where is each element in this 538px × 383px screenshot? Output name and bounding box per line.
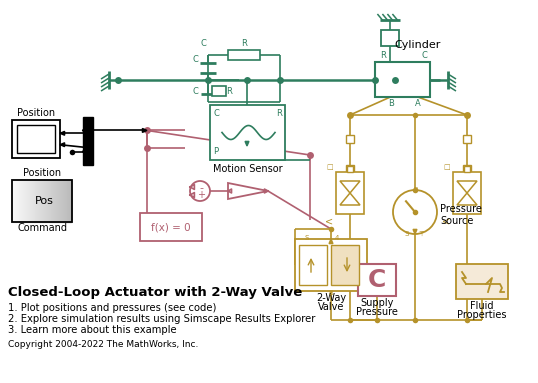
Text: 3. Learn more about this example: 3. Learn more about this example	[8, 325, 176, 335]
Polygon shape	[143, 128, 147, 133]
Polygon shape	[329, 239, 333, 244]
Text: 4: 4	[335, 235, 339, 241]
Bar	[463, 165, 471, 173]
Bar	[358, 264, 396, 296]
Circle shape	[190, 181, 210, 201]
Text: Pressure: Pressure	[356, 307, 398, 317]
Text: 2-Way: 2-Way	[316, 293, 346, 303]
Bar	[12, 120, 60, 158]
Text: Valve: Valve	[318, 302, 344, 312]
Polygon shape	[457, 193, 477, 205]
Text: S: S	[305, 235, 309, 241]
Text: Motion Sensor: Motion Sensor	[213, 164, 282, 174]
Bar	[212, 86, 226, 96]
Bar	[83, 117, 93, 165]
Text: Supply: Supply	[360, 298, 394, 308]
Bar	[17, 125, 55, 153]
Polygon shape	[413, 229, 417, 234]
Bar	[453, 172, 481, 214]
Text: S: S	[405, 231, 409, 237]
Polygon shape	[245, 141, 249, 146]
Polygon shape	[228, 183, 268, 199]
Bar	[140, 213, 202, 241]
Text: P: P	[413, 187, 417, 193]
Text: B: B	[388, 99, 394, 108]
Text: C: C	[368, 268, 386, 292]
Text: <: <	[442, 216, 450, 226]
Text: Copyright 2004-2022 The MathWorks, Inc.: Copyright 2004-2022 The MathWorks, Inc.	[8, 340, 199, 349]
Text: R: R	[276, 109, 282, 118]
Polygon shape	[340, 181, 360, 193]
Text: Pos: Pos	[34, 196, 53, 206]
Bar	[336, 172, 364, 214]
Text: Properties: Properties	[457, 310, 507, 320]
Bar	[381, 30, 399, 46]
Text: C: C	[192, 87, 198, 95]
Bar	[299, 245, 327, 285]
Text: C: C	[213, 109, 219, 118]
Text: C: C	[192, 55, 198, 64]
Bar	[346, 165, 354, 173]
Text: Position: Position	[17, 108, 55, 118]
Text: R: R	[226, 87, 232, 95]
Bar	[331, 245, 359, 285]
Bar	[347, 166, 353, 172]
Bar	[295, 239, 367, 291]
Text: ⊤: ⊤	[418, 231, 424, 237]
Polygon shape	[60, 143, 65, 147]
Text: A: A	[415, 99, 421, 108]
Text: Fluid: Fluid	[470, 301, 494, 311]
Text: □: □	[443, 164, 450, 170]
Bar	[210, 105, 285, 160]
Bar	[346, 135, 354, 143]
Text: Pressure
Source: Pressure Source	[440, 204, 482, 226]
Text: Cylinder: Cylinder	[394, 40, 441, 50]
Text: <: <	[325, 216, 333, 226]
Text: Position: Position	[23, 168, 61, 178]
Text: Command: Command	[17, 223, 67, 233]
Polygon shape	[60, 131, 65, 135]
Circle shape	[393, 190, 437, 234]
Bar	[375, 62, 430, 97]
Text: C: C	[200, 39, 206, 48]
Text: f(x) = 0: f(x) = 0	[151, 222, 191, 232]
Text: Closed-Loop Actuator with 2-Way Valve: Closed-Loop Actuator with 2-Way Valve	[8, 286, 302, 299]
Text: -: -	[199, 183, 203, 193]
Bar	[12, 180, 72, 222]
Text: C: C	[421, 51, 427, 60]
Bar	[456, 264, 508, 299]
Text: □: □	[327, 164, 333, 170]
Text: B: B	[329, 290, 334, 296]
Text: +: +	[197, 190, 205, 200]
Text: R: R	[380, 51, 386, 60]
Bar	[463, 135, 471, 143]
Text: P: P	[213, 147, 218, 156]
Polygon shape	[457, 181, 477, 193]
Bar	[464, 166, 470, 172]
Bar	[228, 50, 260, 60]
Text: 2. Explore simulation results using Simscape Results Explorer: 2. Explore simulation results using Sims…	[8, 314, 315, 324]
Text: 1. Plot positions and pressures (see code): 1. Plot positions and pressures (see cod…	[8, 303, 216, 313]
Polygon shape	[340, 193, 360, 205]
Text: R: R	[241, 39, 247, 48]
